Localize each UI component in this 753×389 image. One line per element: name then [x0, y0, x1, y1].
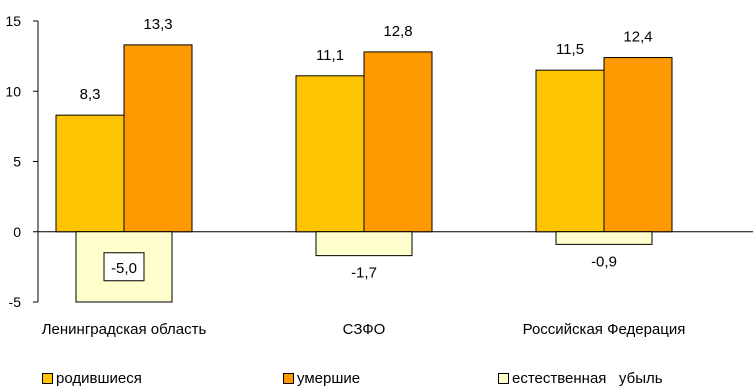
bar-births — [535, 69, 605, 233]
bar-births — [55, 114, 125, 233]
legend-swatch-births — [42, 373, 53, 384]
bar-natural-decrease — [315, 231, 413, 257]
data-label-deaths: 12,4 — [623, 29, 652, 46]
legend-item-natural-decrease: естественная убыль — [498, 370, 663, 387]
legend-label-births: родившиеся — [56, 370, 142, 387]
legend-swatch-deaths — [283, 373, 294, 384]
y-tick-label: -5 — [9, 294, 22, 310]
legend-swatch-natural-decrease — [498, 373, 509, 384]
data-label-deaths: 13,3 — [143, 16, 172, 33]
data-label-natural-decrease: -0,9 — [591, 253, 617, 270]
bars — [55, 44, 673, 303]
bar-births — [295, 75, 365, 233]
data-label-births: 11,1 — [316, 47, 344, 64]
data-label-births: 11,5 — [556, 41, 584, 58]
y-tick-label: 10 — [5, 83, 21, 99]
y-tick-label: 15 — [5, 13, 21, 29]
data-label-box — [103, 252, 145, 282]
data-label-births: 8,3 — [80, 86, 101, 103]
y-tick-label: 5 — [13, 154, 21, 170]
data-label-natural-decrease: -5,0 — [111, 260, 137, 277]
bar-natural-decrease — [555, 231, 653, 245]
category-label: Российская Федерация — [523, 321, 686, 338]
legend-label-deaths: умершие — [297, 370, 361, 387]
data-labels: 8,3 13,3 -5,0 11,1 12,8 -1,7 11,5 12,4 -0,9 — [80, 16, 653, 282]
bar-deaths — [123, 44, 193, 233]
legend-item-births: родившиеся — [42, 370, 142, 387]
data-label-deaths: 12,8 — [383, 23, 412, 40]
legend: родившиеся умершие естественная убыль — [0, 370, 753, 389]
category-label: Ленинградская область — [42, 321, 207, 338]
legend-label-natural-decrease: естественная убыль — [512, 370, 663, 387]
bar-chart: -5 0 5 10 15 8,3 13,3 -5,0 11,1 12,8 -1,7 11,5 12,4… — [5, 13, 753, 338]
y-tick-label: 0 — [13, 224, 21, 240]
category-label: СЗФО — [343, 321, 386, 338]
legend-item-deaths: умершие — [283, 370, 360, 387]
data-label-natural-decrease: -1,7 — [351, 265, 377, 282]
bar-deaths — [363, 51, 433, 233]
category-labels: Ленинградская область СЗФО Российская Феде… — [42, 321, 686, 338]
bar-deaths — [603, 57, 673, 233]
